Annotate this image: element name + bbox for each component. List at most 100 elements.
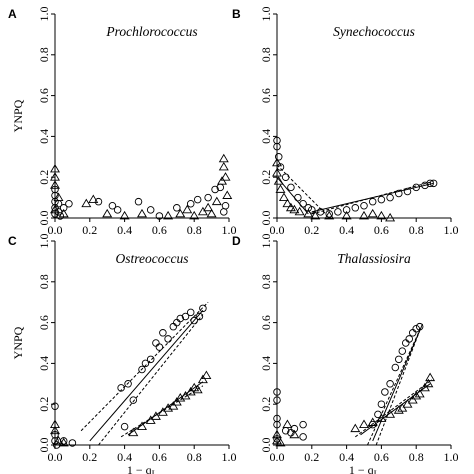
data-point-circle	[173, 204, 181, 212]
data-point-circle	[204, 193, 212, 202]
data-point-triangle	[137, 208, 147, 218]
data-point-triangle	[273, 176, 284, 185]
data-point-circle	[113, 206, 122, 214]
data-point-triangle	[218, 153, 229, 163]
data-point-circle	[138, 365, 146, 374]
data-point-triangle	[222, 190, 233, 199]
x-tick-label: 0.4	[339, 450, 354, 464]
x-tick-label: 0.6	[374, 223, 389, 237]
data-point-triangle	[282, 198, 293, 208]
data-point-triangle	[272, 429, 282, 439]
data-point-triangle	[102, 208, 113, 218]
data-point-triangle	[217, 176, 228, 185]
data-point-circle	[221, 202, 230, 210]
x-tick-label: 0.4	[117, 450, 132, 464]
panel-a: 0.0 0.2 0.4 0.6 0.8 1.0 0.0 0.2 0.4 0.6 0.8 1.0 A Pro…	[8, 7, 237, 238]
data-point-triangle	[407, 395, 418, 404]
data-point-triangle	[157, 407, 168, 416]
data-point-circle	[276, 163, 285, 171]
panel-title: Prochlorococcus	[105, 24, 197, 39]
data-point-circle	[190, 316, 198, 325]
data-point-circle	[412, 183, 420, 192]
data-point-circle	[273, 388, 281, 396]
data-point-circle	[108, 202, 117, 210]
data-point-circle	[299, 420, 307, 429]
data-point-triangle	[50, 172, 60, 181]
data-point-triangle	[203, 202, 214, 212]
data-point-triangle	[341, 210, 352, 220]
data-point-circle	[351, 204, 360, 212]
x-tick-label: 0.8	[187, 223, 202, 237]
data-point-triangle	[53, 435, 64, 445]
data-point-triangle	[289, 429, 300, 439]
panel-d: 0.0 0.2 0.4 0.6 0.8 1.0 0.0 0.2 0.4 0.6 0.8 1.0 D Tha…	[232, 234, 459, 474]
x-tick-label: 0.6	[374, 450, 389, 464]
data-point-triangle	[275, 437, 286, 447]
x-axis-label: 1 − qL	[127, 463, 157, 474]
data-point-circle	[273, 414, 281, 423]
data-point-triangle	[50, 204, 60, 214]
data-point-triangle	[324, 210, 335, 220]
data-point-triangle	[50, 163, 60, 173]
data-point-circle	[334, 208, 342, 216]
data-point-circle	[186, 308, 195, 317]
y-tick-label: 1.0	[37, 234, 51, 249]
fit-line	[311, 182, 434, 213]
data-point-circle	[186, 199, 195, 208]
fit-line	[98, 314, 204, 446]
data-point-triangle	[180, 390, 191, 400]
data-point-circle	[294, 193, 302, 202]
panel-c: 0.0 0.2 0.4 0.6 0.8 1.0 0.0 0.2 0.4 0.6 0.8 1.0 C Ost…	[8, 234, 237, 474]
data-point-triangle	[206, 208, 217, 218]
x-tick-label: 1.0	[222, 223, 237, 237]
data-point-triangle	[58, 208, 69, 218]
y-tick-label: 0.4	[259, 356, 273, 371]
data-point-triangle	[192, 384, 203, 394]
data-point-triangle	[50, 419, 60, 428]
y-tick-label: 1.0	[259, 234, 273, 249]
data-point-circle	[155, 212, 164, 220]
panel-title: Thalassiosira	[337, 251, 411, 266]
data-point-triangle	[272, 157, 282, 167]
y-tick-label: 1.0	[259, 7, 273, 22]
data-point-triangle	[397, 403, 408, 412]
x-axis-label-subscript: L	[152, 469, 158, 474]
data-point-triangle	[88, 194, 99, 204]
panel-title: Ostreococcus	[116, 251, 189, 266]
y-tick-label: 0.0	[37, 438, 51, 453]
data-point-triangle	[58, 437, 69, 447]
y-tick-label: 0.8	[259, 274, 273, 289]
x-tick-label: 1.0	[444, 223, 459, 237]
data-point-circle	[273, 136, 281, 145]
x-axis-label: 1 − qL	[349, 463, 379, 474]
data-point-circle	[164, 335, 172, 343]
y-tick-label: 0.0	[259, 211, 273, 226]
data-point-triangle	[310, 210, 321, 220]
data-point-circle	[199, 304, 207, 313]
y-tick-label: 0.2	[259, 170, 273, 185]
data-point-triangle	[393, 405, 404, 414]
data-point-circle	[54, 208, 63, 216]
panel-letter: C	[8, 234, 17, 248]
fit-line	[372, 326, 422, 442]
data-point-triangle	[185, 386, 196, 396]
data-point-circle	[155, 343, 164, 351]
y-tick-label: 0.6	[259, 315, 273, 330]
data-point-triangle	[50, 425, 60, 435]
data-point-triangle	[367, 208, 378, 218]
y-tick-label: 0.4	[259, 129, 273, 144]
data-point-circle	[173, 318, 181, 327]
data-point-triangle	[197, 206, 208, 216]
data-point-triangle	[220, 172, 231, 181]
x-tick-label: 0.0	[48, 450, 63, 464]
data-point-circle	[299, 199, 307, 208]
data-point-circle	[381, 388, 389, 396]
data-point-triangle	[211, 196, 222, 206]
data-point-circle	[386, 380, 394, 388]
data-point-circle	[429, 179, 438, 188]
data-point-triangle	[414, 388, 425, 398]
data-point-triangle	[350, 423, 361, 433]
data-point-triangle	[171, 397, 182, 406]
x-tick-label: 0.4	[339, 223, 354, 237]
